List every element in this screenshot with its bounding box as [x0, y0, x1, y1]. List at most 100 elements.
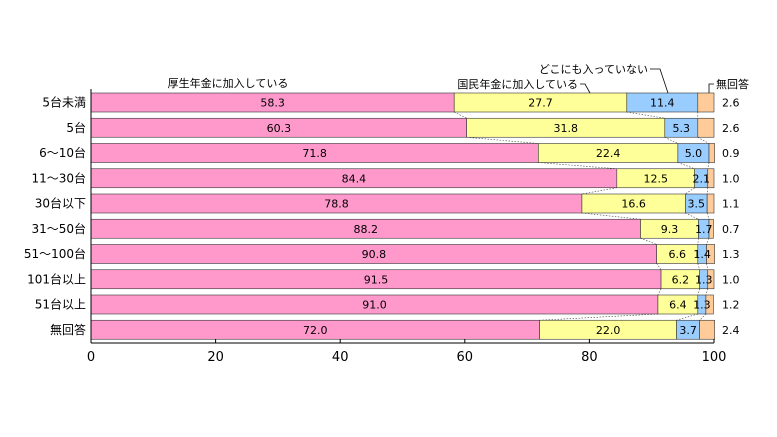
data-label: 6.4 — [669, 299, 687, 312]
data-label: 22.4 — [596, 147, 621, 160]
connector-line — [697, 238, 699, 245]
data-label: 60.3 — [267, 122, 292, 135]
bar-segment — [705, 294, 714, 315]
bar-segment — [699, 319, 715, 340]
data-label: 1.4 — [693, 248, 711, 261]
bar-segment — [697, 92, 715, 113]
data-label: 84.4 — [342, 172, 367, 185]
connector-line — [656, 263, 662, 270]
connector-line — [697, 263, 700, 270]
data-label: 58.3 — [260, 97, 285, 110]
connector-line — [664, 136, 678, 144]
data-label: 27.7 — [528, 97, 553, 110]
connector-line — [685, 187, 695, 195]
connector-line — [699, 313, 707, 321]
category-label: 30台以下 — [35, 196, 86, 211]
data-label: 2.1 — [692, 172, 710, 185]
bar-segment — [708, 218, 714, 239]
data-label: 88.2 — [353, 223, 378, 236]
connector-line — [707, 162, 710, 169]
data-label-no-answer: 2.6 — [722, 122, 740, 135]
data-label: 5.0 — [685, 147, 703, 160]
data-label: 22.0 — [596, 324, 621, 337]
legend-leader-line — [580, 83, 591, 94]
data-label: 78.8 — [324, 198, 349, 211]
connector-line — [538, 162, 617, 170]
connector-line — [706, 263, 709, 270]
data-label: 90.8 — [362, 248, 387, 261]
labels-group: 5台未満 58.3 27.7 11.4 2.6 5台 60.3 31.8 5.3 2.6 6～10台… — [24, 95, 740, 337]
legend-entry: 無回答 — [716, 77, 749, 91]
data-label-no-answer: 1.2 — [722, 299, 740, 312]
category-label: 5台 — [66, 120, 86, 135]
category-label: 11～30台 — [31, 170, 86, 185]
connector-line — [539, 313, 658, 321]
bar-segment — [697, 117, 715, 138]
bar-segment — [707, 168, 715, 189]
x-tick-label: 0 — [87, 350, 95, 365]
category-label: 6～10台 — [39, 145, 86, 160]
data-label: 5.3 — [673, 122, 691, 135]
connector-line — [640, 237, 657, 245]
connector-line — [677, 162, 695, 170]
data-label: 91.5 — [364, 273, 389, 286]
connector-line — [626, 111, 665, 119]
legend-entry: 国民年金に加入している — [457, 77, 578, 91]
data-label: 6.2 — [672, 273, 690, 286]
data-label-no-answer: 0.7 — [722, 223, 740, 236]
bar-segment — [706, 244, 715, 264]
connector-line — [657, 288, 662, 296]
category-label: 101台以上 — [27, 271, 86, 286]
data-label: 1.3 — [693, 299, 711, 312]
data-label: 1.7 — [695, 223, 713, 236]
data-label: 71.8 — [302, 147, 327, 160]
category-label: 5台未満 — [42, 95, 86, 110]
connector-line — [706, 238, 710, 245]
data-label: 9.3 — [661, 223, 679, 236]
category-label: 無回答 — [50, 322, 86, 337]
bars-group — [90, 92, 715, 340]
data-label: 31.8 — [553, 122, 578, 135]
x-axis: 0 20 40 60 80 100 — [87, 89, 727, 365]
data-label: 11.4 — [650, 97, 675, 110]
connector-line — [697, 136, 710, 144]
connector-line — [454, 111, 467, 119]
connector-line — [706, 187, 709, 195]
connector-lines — [454, 111, 710, 321]
data-label: 72.0 — [303, 324, 328, 337]
bar-segment — [708, 143, 715, 163]
connector-line — [581, 187, 617, 195]
bar-segment — [707, 269, 715, 290]
data-label-no-answer: 1.0 — [722, 172, 740, 185]
data-label: 16.6 — [621, 198, 646, 211]
category-label: 51台以上 — [35, 297, 86, 312]
connector-line — [706, 212, 710, 220]
category-label: 31～50台 — [31, 221, 86, 236]
connector-line — [685, 212, 699, 220]
data-label-no-answer: 2.6 — [722, 97, 740, 110]
x-tick-label: 20 — [207, 350, 224, 365]
data-label-no-answer: 0.9 — [722, 147, 740, 160]
data-label-no-answer: 2.4 — [722, 324, 740, 337]
data-label: 1.3 — [695, 273, 713, 286]
connector-line — [581, 212, 641, 220]
connector-line — [705, 288, 709, 296]
data-label-no-answer: 1.3 — [722, 248, 740, 261]
data-label: 91.0 — [362, 299, 387, 312]
x-tick-label: 80 — [581, 350, 598, 365]
data-label-no-answer: 1.1 — [722, 198, 740, 211]
data-label-no-answer: 1.0 — [722, 273, 740, 286]
bar-segment — [706, 193, 715, 214]
legend-entry: 厚生年金に加入している — [168, 76, 289, 90]
x-tick-label: 40 — [332, 350, 349, 365]
legend-leader-line — [650, 68, 669, 94]
x-tick-label: 60 — [457, 350, 474, 365]
category-label: 51～100台 — [24, 246, 86, 261]
x-tick-label: 100 — [702, 350, 727, 365]
legend-entry: どこにも入っていない — [539, 63, 648, 76]
data-label: 3.5 — [687, 198, 705, 211]
data-label: 6.6 — [668, 248, 686, 261]
connector-line — [676, 313, 698, 321]
